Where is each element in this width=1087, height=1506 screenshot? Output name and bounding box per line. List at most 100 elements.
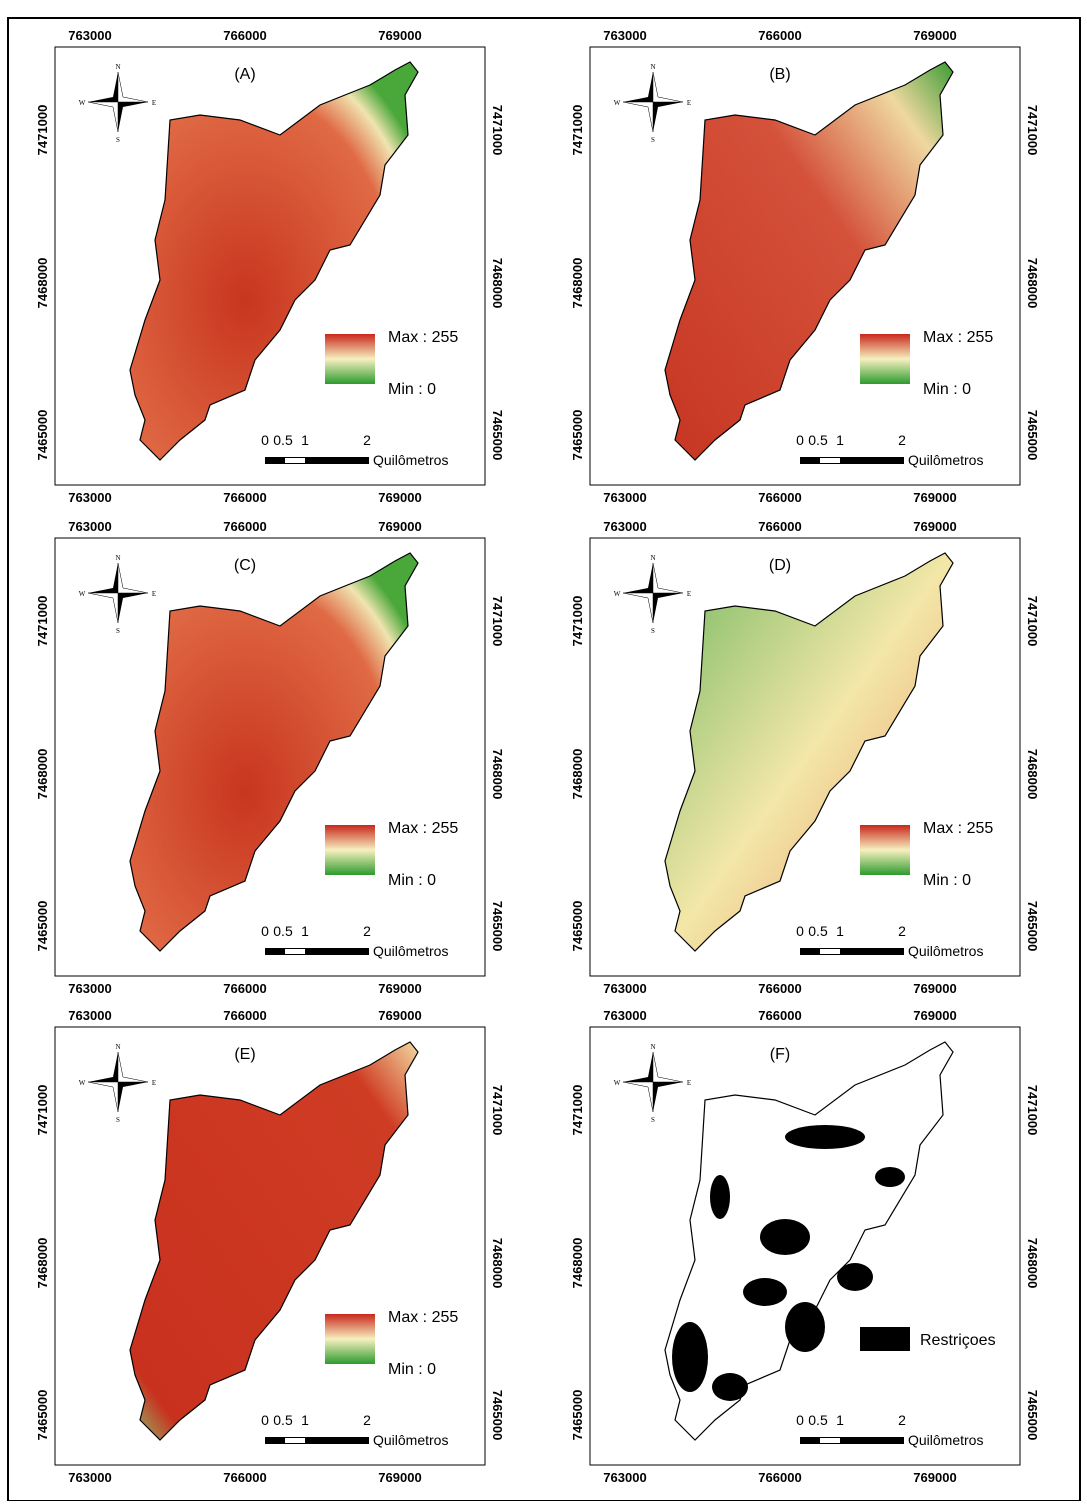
y-coord-left: 7465000 [35, 901, 50, 952]
scale-label: 0 [796, 1412, 804, 1428]
scale-label: 0.5 [808, 432, 828, 448]
legend-max: Max : 255 [388, 329, 458, 346]
y-coord-right: 7468000 [490, 749, 505, 800]
scale-label: 1 [836, 432, 844, 448]
compass-n: N [650, 63, 655, 71]
scale-label: 0.5 [273, 923, 293, 939]
restriction-area [672, 1322, 708, 1392]
scale-label: 0 [261, 1412, 269, 1428]
y-coord-left: 7471000 [35, 105, 50, 156]
x-coord-bottom: 769000 [378, 490, 421, 505]
scale-label: 2 [898, 923, 906, 939]
scale-bar [800, 948, 904, 955]
scale-unit: Quilômetros [373, 1432, 448, 1448]
y-coord-right: 7468000 [1025, 749, 1040, 800]
x-coord-bottom: 763000 [68, 1470, 111, 1485]
scale-label: 0 [796, 432, 804, 448]
legend-ramp [325, 334, 375, 384]
legend-min: Min : 0 [923, 381, 971, 398]
scale-bar-white [820, 949, 840, 954]
x-coord-top: 763000 [603, 28, 646, 43]
x-coord-bottom: 769000 [913, 490, 956, 505]
legend-max: Max : 255 [923, 820, 993, 837]
y-coord-right: 7468000 [1025, 258, 1040, 309]
compass-s: S [116, 136, 120, 144]
y-coord-right: 7465000 [1025, 410, 1040, 461]
legend-ramp [860, 825, 910, 875]
legend-max: Max : 255 [923, 329, 993, 346]
compass-n: N [115, 554, 120, 562]
y-coord-right: 7471000 [490, 105, 505, 156]
map-panel: (C)NSEWMax : 255Min : 000.512Quilômetros… [35, 519, 505, 996]
x-coord-bottom: 763000 [603, 490, 646, 505]
x-coord-top: 763000 [68, 519, 111, 534]
legend-min: Min : 0 [388, 1361, 436, 1378]
x-coord-bottom: 766000 [223, 981, 266, 996]
y-coord-right: 7468000 [1025, 1238, 1040, 1289]
scale-bar-white [820, 458, 840, 463]
scale-label: 0 [261, 432, 269, 448]
compass-s: S [116, 627, 120, 635]
restriction-area [785, 1125, 865, 1149]
x-coord-top: 769000 [913, 28, 956, 43]
y-coord-left: 7471000 [570, 105, 585, 156]
compass-n: N [650, 554, 655, 562]
y-coord-right: 7465000 [490, 901, 505, 952]
legend-min: Min : 0 [388, 381, 436, 398]
x-coord-top: 763000 [603, 1008, 646, 1023]
legend-label: Restriçoes [920, 1332, 996, 1349]
compass-w: W [614, 99, 621, 107]
map-panel: (F)NSEWRestriçoes00.512Quilômetros763000… [570, 1008, 1040, 1485]
scale-bar [800, 457, 904, 464]
restriction-area [760, 1219, 810, 1255]
scale-unit: Quilômetros [908, 1432, 983, 1448]
x-coord-bottom: 769000 [913, 1470, 956, 1485]
y-coord-left: 7468000 [570, 1238, 585, 1289]
x-coord-bottom: 769000 [378, 1470, 421, 1485]
y-coord-left: 7468000 [35, 749, 50, 800]
scale-bar [265, 457, 369, 464]
scale-bar [800, 1437, 904, 1444]
compass-w: W [79, 590, 86, 598]
y-coord-left: 7471000 [35, 596, 50, 647]
compass-s: S [651, 1116, 655, 1124]
y-coord-left: 7468000 [570, 749, 585, 800]
map-panel: (D)NSEWMax : 255Min : 000.512Quilômetros… [570, 519, 1040, 996]
figure: (A)NSEWMax : 255Min : 000.512Quilômetros… [0, 0, 1087, 1501]
legend-ramp [325, 825, 375, 875]
scale-label: 1 [301, 432, 309, 448]
scale-label: 2 [898, 432, 906, 448]
scale-bar-white [820, 1438, 840, 1443]
scale-label: 0 [261, 923, 269, 939]
panel-label: (C) [234, 557, 256, 574]
y-coord-left: 7471000 [570, 1085, 585, 1136]
panel-label: (E) [234, 1046, 255, 1063]
x-coord-bottom: 763000 [68, 490, 111, 505]
legend-min: Min : 0 [388, 872, 436, 889]
x-coord-bottom: 763000 [68, 981, 111, 996]
legend-min: Min : 0 [923, 872, 971, 889]
panel-label: (F) [770, 1046, 790, 1063]
y-coord-left: 7465000 [35, 410, 50, 461]
scale-label: 0 [796, 923, 804, 939]
legend-max: Max : 255 [388, 1309, 458, 1326]
y-coord-right: 7465000 [1025, 1390, 1040, 1441]
y-coord-left: 7465000 [35, 1390, 50, 1441]
x-coord-bottom: 766000 [223, 1470, 266, 1485]
compass-s: S [651, 136, 655, 144]
y-coord-left: 7465000 [570, 410, 585, 461]
compass-n: N [650, 1043, 655, 1051]
scale-unit: Quilômetros [373, 452, 448, 468]
x-coord-top: 766000 [223, 519, 266, 534]
x-coord-top: 763000 [68, 28, 111, 43]
scale-label: 1 [301, 923, 309, 939]
y-coord-left: 7465000 [570, 901, 585, 952]
x-coord-bottom: 766000 [758, 981, 801, 996]
scale-label: 0.5 [273, 432, 293, 448]
y-coord-left: 7468000 [570, 258, 585, 309]
compass-e: E [687, 590, 691, 598]
compass-e: E [687, 99, 691, 107]
scale-label: 0.5 [273, 1412, 293, 1428]
scale-bar-white [285, 949, 305, 954]
